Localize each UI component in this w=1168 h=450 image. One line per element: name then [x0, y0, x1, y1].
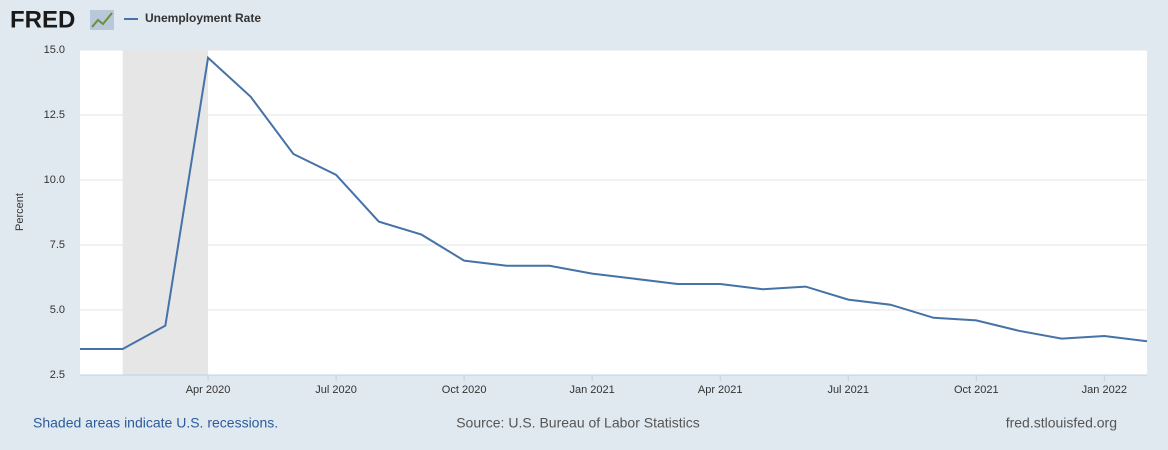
y-tick-label: 2.5: [50, 369, 65, 381]
x-tick-label: Jan 2022: [1082, 384, 1127, 396]
x-tick-label: Apr 2021: [698, 384, 743, 396]
x-tick-label: Apr 2020: [186, 384, 231, 396]
recession-note: Shaded areas indicate U.S. recessions.: [33, 415, 278, 431]
y-tick-label: 10.0: [44, 174, 65, 186]
logo: FRED: [10, 6, 75, 33]
logo-icon: [90, 10, 114, 30]
x-tick-label: Oct 2020: [442, 384, 487, 396]
x-tick-label: Jul 2020: [315, 384, 357, 396]
series-line: [80, 55, 1148, 350]
site: fred.stlouisfed.org: [1006, 415, 1117, 431]
plot-area: [80, 50, 1147, 375]
source: Source: U.S. Bureau of Labor Statistics: [456, 415, 700, 431]
y-tick-label: 12.5: [44, 109, 65, 121]
y-tick-label: 7.5: [50, 239, 65, 251]
legend-label: Unemployment Rate: [145, 11, 261, 25]
x-tick-label: Jul 2021: [827, 384, 869, 396]
y-axis-label: Percent: [14, 193, 26, 231]
y-tick-label: 5.0: [50, 304, 65, 316]
x-tick-label: Oct 2021: [954, 384, 999, 396]
y-tick-label: 15.0: [44, 44, 65, 56]
x-tick-label: Jan 2021: [570, 384, 615, 396]
